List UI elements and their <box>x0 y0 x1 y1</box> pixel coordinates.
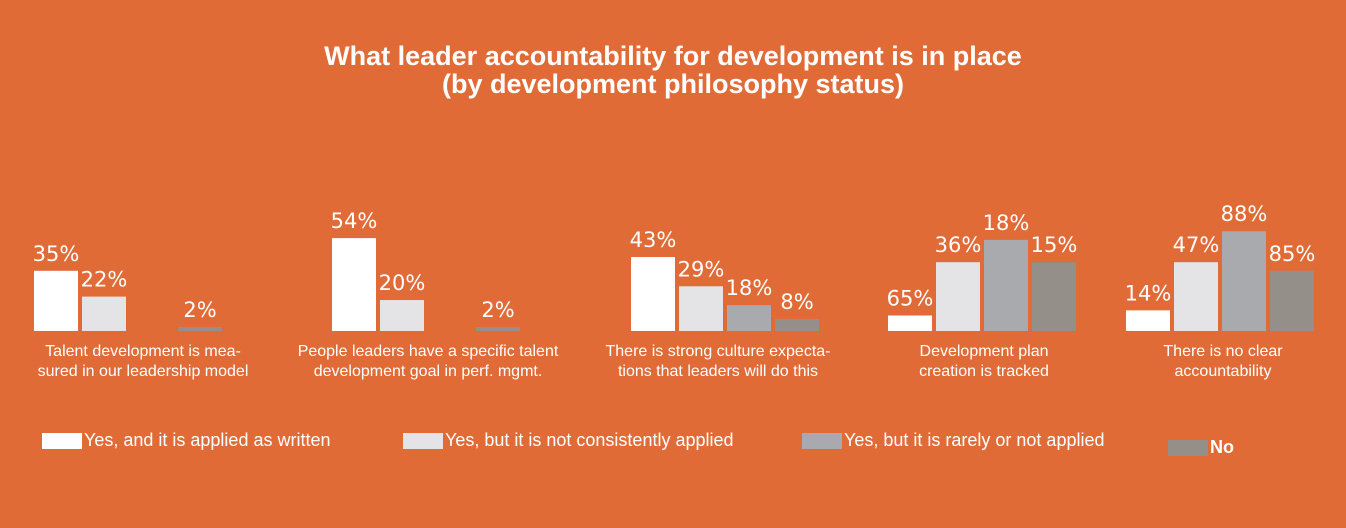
bar-0-0 <box>34 270 78 331</box>
category-label-4-line-0: There is no clear <box>1163 343 1283 360</box>
bar-value-label-0-1: 54% <box>331 209 378 233</box>
legend-item-not-consistent: Yes, but it is not consistently applied <box>403 430 734 451</box>
bar-value-label-1-1: 20% <box>379 271 426 295</box>
bar-3-0 <box>178 327 222 331</box>
category-label-4: There is no clear accountability <box>1073 342 1346 382</box>
category-label-2-line-0: There is strong culture expecta- <box>605 343 831 360</box>
category-label-1-line-0: People leaders have a specific talent <box>297 343 559 360</box>
legend-item-no: No <box>1168 437 1234 458</box>
chart-title-line-2: (by development philosophy status) <box>441 69 905 99</box>
bar-1-1 <box>380 300 424 331</box>
legend-label-applied: Yes, and it is applied as written <box>84 430 331 450</box>
bar-value-label-3-4: 85% <box>1269 242 1316 266</box>
bar-0-3 <box>888 315 932 331</box>
bar-1-3 <box>936 262 980 331</box>
category-label-2: There is strong culture expecta-tions th… <box>568 342 868 382</box>
bar-0-1 <box>332 238 376 331</box>
bar-2-3 <box>984 239 1028 331</box>
category-label-2-line-1: tions that leaders will do this <box>617 363 819 380</box>
bar-3-2 <box>775 318 819 331</box>
legend-swatch-no <box>1168 439 1208 456</box>
category-label-0-line-0: Talent development is mea- <box>45 343 241 360</box>
bar-value-label-3-0: 2% <box>183 298 216 322</box>
bar-value-label-1-2: 29% <box>678 257 725 281</box>
bar-value-label-3-2: 8% <box>780 290 813 314</box>
bar-2-2 <box>727 305 771 331</box>
bar-value-label-1-0: 22% <box>81 268 128 292</box>
bar-1-2 <box>679 286 723 331</box>
category-label-0: Talent development is mea-sured in our l… <box>0 342 293 382</box>
bar-1-4 <box>1174 262 1218 331</box>
bar-value-label-1-3: 36% <box>935 233 982 257</box>
bar-value-label-3-1: 2% <box>481 298 514 322</box>
bar-3-3 <box>1032 262 1076 331</box>
bar-value-label-1-4: 47% <box>1173 233 1220 257</box>
category-label-3: Development plan creation is tracked <box>834 342 1134 382</box>
chart-title: What leader accountability for developme… <box>0 42 1346 98</box>
bar-value-label-2-3: 18% <box>983 211 1030 235</box>
bar-0-2 <box>631 257 675 331</box>
bar-3-4 <box>1270 270 1314 331</box>
bar-1-0 <box>82 296 126 331</box>
bar-3-1 <box>476 327 520 331</box>
legend-label-no: No <box>1210 437 1234 457</box>
category-label-1: People leaders have a specific talent dev… <box>278 342 578 382</box>
bar-value-label-3-3: 15% <box>1031 233 1078 257</box>
bar-value-label-2-4: 88% <box>1221 202 1268 226</box>
bar-2-4 <box>1222 231 1266 331</box>
legend-swatch-rarely <box>802 432 842 449</box>
category-label-3-line-0: Development plan <box>919 343 1049 360</box>
legend-swatch-applied <box>42 432 82 449</box>
category-label-3-line-1: creation is tracked <box>919 363 1049 380</box>
legend-swatch-not-consistent <box>403 432 443 449</box>
legend-label-rarely: Yes, but it is rarely or not applied <box>844 430 1105 450</box>
category-label-1-line-1: development goal in perf. mgmt. <box>313 363 543 380</box>
bar-value-label-0-2: 43% <box>630 228 677 252</box>
category-label-4-line-1: accountability <box>1174 363 1272 380</box>
bar-value-label-0-4: 14% <box>1125 281 1172 305</box>
bar-value-label-0-3: 65% <box>887 287 934 311</box>
bar-0-4 <box>1126 310 1170 331</box>
legend-item-rarely: Yes, but it is rarely or not applied <box>802 430 1104 451</box>
legend-label-not-consistent: Yes, but it is not consistently applied <box>445 430 734 450</box>
chart-title-line-1: What leader accountability for developme… <box>324 41 1022 71</box>
bar-value-label-0-0: 35% <box>33 242 80 266</box>
legend-item-applied: Yes, and it is applied as written <box>42 430 330 451</box>
bar-value-label-2-2: 18% <box>726 276 773 300</box>
category-label-0-line-1: sured in our leadership model <box>37 363 249 380</box>
